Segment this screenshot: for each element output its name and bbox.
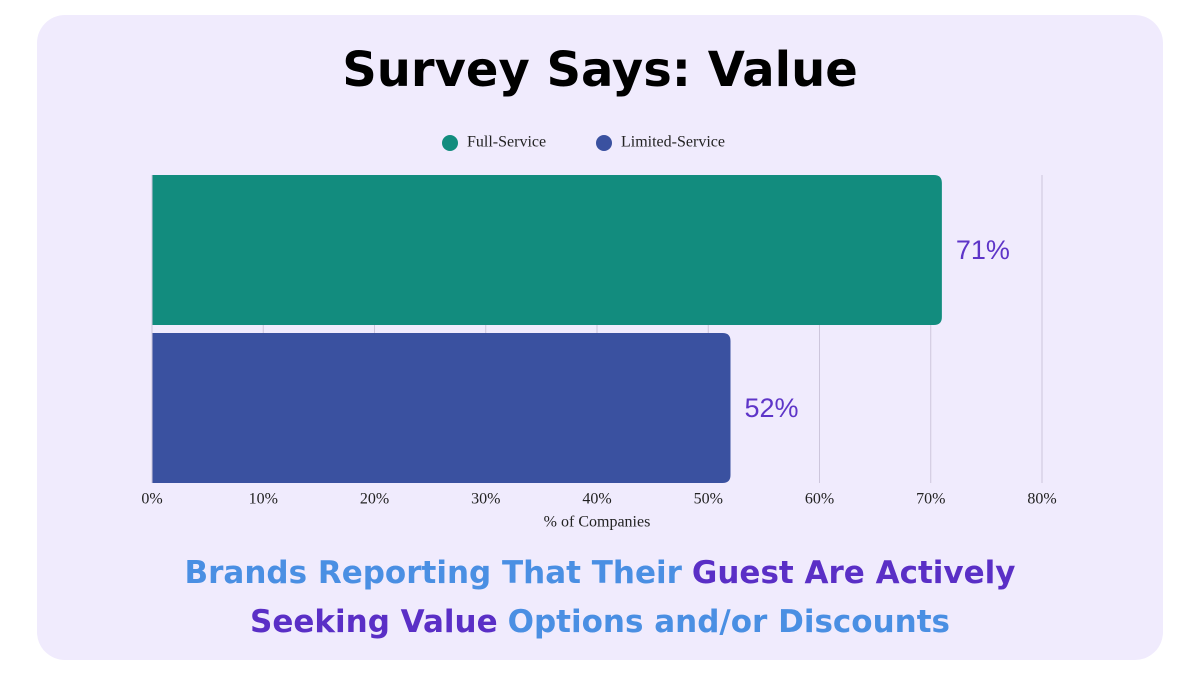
legend-swatch (596, 135, 612, 151)
x-tick-label: 70% (916, 491, 945, 508)
subtitle-part: Guest Are Actively (692, 555, 1016, 591)
subtitle: Brands Reporting That Their Guest Are Act… (185, 555, 1016, 591)
x-tick-label: 0% (141, 491, 162, 508)
x-tick-label: 40% (582, 491, 611, 508)
x-axis-label: % of Companies (544, 514, 651, 531)
legend-label: Limited-Service (621, 134, 725, 151)
x-tick-label: 20% (360, 491, 389, 508)
x-tick-label: 50% (694, 491, 723, 508)
legend-label: Full-Service (467, 134, 546, 151)
x-tick-label: 60% (805, 491, 834, 508)
legend-swatch (442, 135, 458, 151)
value-label: 71% (956, 235, 1010, 265)
bar (152, 333, 731, 483)
value-label: 52% (745, 393, 799, 423)
x-tick-label: 30% (471, 491, 500, 508)
subtitle-part: Brands Reporting That Their (185, 555, 683, 591)
subtitle-part: Options and/or Discounts (508, 604, 950, 640)
subtitle: Seeking Value Options and/or Discounts (250, 604, 950, 640)
bar (152, 175, 942, 325)
subtitle-part: Seeking Value (250, 604, 498, 640)
x-tick-label: 80% (1027, 491, 1056, 508)
x-tick-label: 10% (249, 491, 278, 508)
chart-title: Survey Says: Value (342, 42, 858, 98)
